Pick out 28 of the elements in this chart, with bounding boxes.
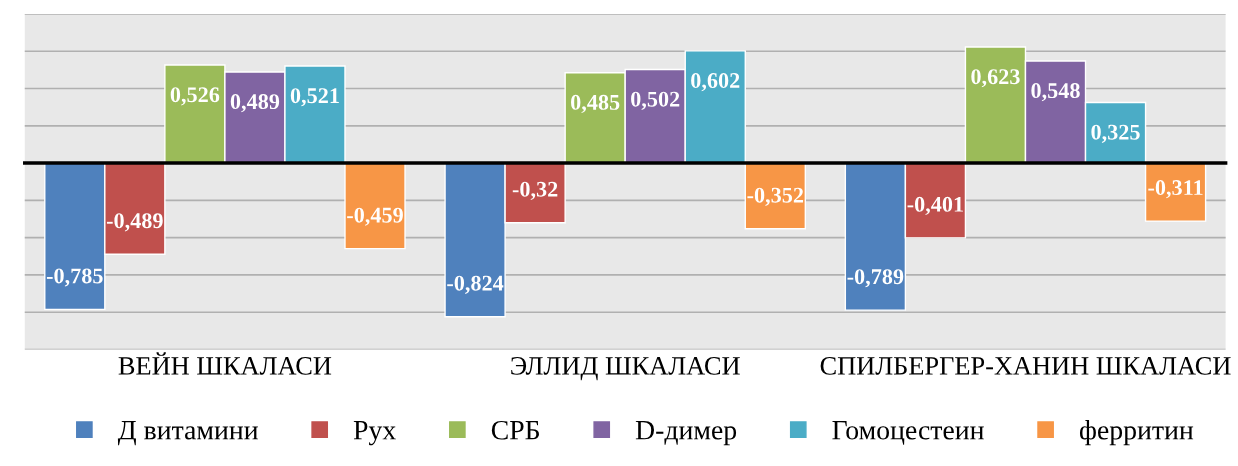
x-tick-label: СПИЛБЕРГЕР-ХАНИН ШКАЛАСИ (820, 357, 1231, 375)
bar (344, 162, 406, 250)
data-label: -0,785 (46, 268, 103, 287)
data-label: -0,352 (747, 187, 804, 206)
data-label: -0,789 (847, 269, 904, 288)
x-tick-label: ЭЛЛИД ШКАЛАСИ (511, 357, 740, 381)
data-label: -0,32 (512, 181, 558, 200)
x-tick-label: ВЕЙН ШКАЛАСИ (118, 352, 332, 375)
data-label: 0,623 (971, 69, 1020, 88)
legend-label: D-димер (635, 421, 737, 446)
data-label: 0,602 (691, 73, 740, 92)
data-label: -0,824 (447, 275, 504, 294)
data-label: -0,401 (907, 196, 963, 216)
legend-label: Гомоцестеин (832, 421, 984, 445)
data-label: 0,325 (1091, 124, 1140, 143)
data-label: 0,502 (631, 91, 680, 110)
legend-label: Рух (353, 421, 396, 446)
data-label: 0,521 (290, 88, 339, 107)
data-label: 0,485 (571, 94, 620, 114)
legend-label: ферритин (1079, 420, 1194, 446)
data-label: 0,526 (170, 87, 220, 106)
data-label: -0,459 (347, 207, 403, 226)
data-label: -0,489 (106, 213, 163, 232)
data-label: 0,548 (1031, 83, 1080, 102)
legend-label: СРБ (491, 420, 539, 440)
legend-label: Д витамини (117, 421, 258, 446)
data-label: 0,489 (230, 94, 280, 113)
data-label: -0,311 (1148, 180, 1203, 199)
